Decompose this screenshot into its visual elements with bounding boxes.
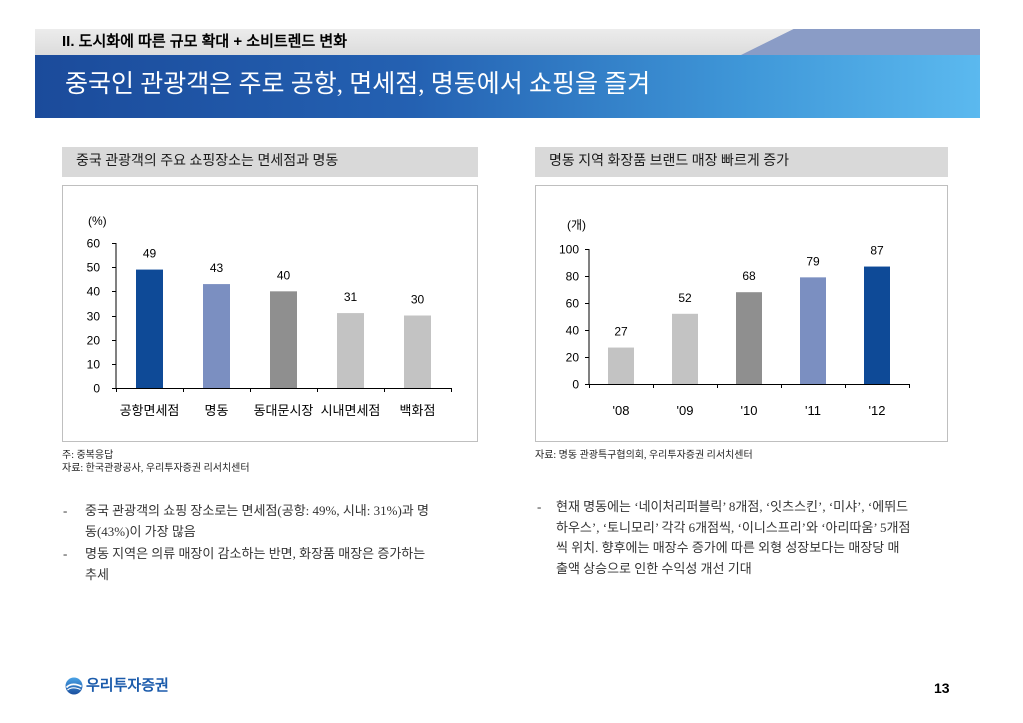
- bar: [736, 292, 762, 384]
- y-axis-unit-label: (개): [567, 218, 586, 232]
- bullet-marker: -: [63, 503, 68, 518]
- y-tick-label: 0: [572, 378, 579, 392]
- y-axis-unit-label: (%): [88, 214, 107, 228]
- y-tick-label: 10: [87, 358, 101, 372]
- y-tick-label: 20: [566, 351, 580, 365]
- bullet-line: 현재 명동에는 ‘네이처리퍼블릭’ 8개점, ‘잇츠스킨’, ‘미샤’, ‘에뛰…: [556, 499, 909, 514]
- bar: [864, 266, 890, 384]
- note-line: 주: 중복응답: [62, 450, 114, 461]
- bullet-item: - 중국 관광객의 쇼핑 장소로는 면세점(공항: 49%, 시내: 31%)과…: [63, 500, 483, 542]
- bar-value-label: 43: [210, 261, 224, 275]
- x-category-label: '09: [677, 403, 694, 418]
- bullet-line: 하우스’, ‘토니모리’ 각각 6개점씩, ‘이니스프리’와 ‘아리따움’ 5개…: [556, 519, 911, 535]
- right-chart-title: 명동 지역 화장품 브랜드 매장 빠르게 증가: [535, 147, 948, 177]
- bullet-line: 명동 지역은 의류 매장이 감소하는 반면, 화장품 매장은 증가하는: [85, 546, 426, 561]
- bar: [203, 284, 230, 388]
- x-category-label: 명동: [205, 403, 229, 418]
- y-tick-label: 60: [566, 297, 580, 311]
- logo-wordmark: 우리투자증권: [86, 677, 169, 694]
- x-category-label: 공항면세점: [120, 403, 180, 418]
- y-tick-label: 30: [87, 310, 101, 324]
- bar: [270, 291, 297, 388]
- bullet-line: 씩 위치. 향후에는 매장수 증가에 따른 외형 성장보다는 매장당 매: [556, 540, 900, 555]
- x-category-label: 시내면세점: [321, 403, 381, 418]
- bar: [800, 277, 826, 384]
- x-category-label: '12: [869, 403, 886, 418]
- bar-value-label: 27: [614, 325, 628, 339]
- y-tick-label: 0: [93, 382, 100, 396]
- bar: [136, 269, 163, 388]
- section-title: II. 도시화에 따른 규모 확대 + 소비트렌드 변화: [62, 33, 348, 50]
- right-chart-notes: 자료: 명동 관광특구협의회, 우리투자증권 리서치센터: [535, 449, 753, 462]
- x-category-label: '08: [613, 403, 630, 418]
- bar: [672, 313, 698, 384]
- bar-value-label: 30: [411, 293, 425, 307]
- bullet-line: 출액 상승으로 인한 수익성 개선 기대: [556, 560, 752, 576]
- page-number: 13: [934, 680, 950, 696]
- right-bullet-list: - 현재 명동에는 ‘네이처리퍼블릭’ 8개점, ‘잇츠스킨’, ‘미샤’, ‘…: [537, 497, 967, 579]
- x-category-label: '10: [741, 403, 758, 418]
- x-category-label: '11: [805, 403, 821, 418]
- bullet-line: 동(43%)이 가장 많음: [85, 524, 196, 539]
- y-tick-label: 100: [559, 243, 579, 257]
- x-category-label: 백화점: [400, 403, 436, 418]
- bar: [404, 315, 431, 388]
- page-title: 중국인 관광객은 주로 공항, 면세점, 명동에서 쇼핑을 즐겨: [65, 71, 651, 98]
- bullet-marker: -: [63, 546, 68, 561]
- left-chart-box: (%) 0 10 20 30 40 50 60 49 공항면세점 43 명동 40 동대문시장 31 시내면세…: [62, 185, 478, 442]
- bar-value-label: 52: [678, 291, 692, 305]
- bullet-item: - 현재 명동에는 ‘네이처리퍼블릭’ 8개점, ‘잇츠스킨’, ‘미샤’, ‘…: [537, 497, 967, 579]
- bullet-marker: -: [537, 499, 542, 514]
- x-category-label: 동대문시장: [254, 403, 314, 418]
- source-line: 자료: 명동 관광특구협의회, 우리투자증권 리서치센터: [535, 450, 753, 461]
- bullet-item: - 명동 지역은 의류 매장이 감소하는 반면, 화장품 매장은 증가하는 추세: [63, 543, 483, 585]
- y-tick-label: 60: [87, 237, 101, 251]
- bar-value-label: 68: [742, 269, 756, 283]
- y-tick-label: 80: [566, 270, 580, 284]
- bar-value-label: 79: [806, 254, 820, 268]
- source-line: 자료: 한국관광공사, 우리투자증권 리서치센터: [62, 463, 250, 474]
- logo-icon: [65, 677, 83, 695]
- bar-value-label: 40: [277, 268, 291, 282]
- y-tick-label: 40: [566, 324, 580, 338]
- right-chart-box: (개) 0 20 40 60 80 100 27 '08 52 '09 68 '10 79 '11 87 '12: [535, 185, 948, 442]
- left-chart-title: 중국 관광객의 주요 쇼핑장소는 면세점과 명동: [62, 147, 478, 177]
- bullet-line: 추세: [85, 567, 109, 582]
- cosmetics-stores-bar-chart: (개) 0 20 40 60 80 100 27 '08 52 '09 68 '10 79 '11 87 '12: [559, 218, 910, 418]
- y-tick-label: 20: [87, 334, 101, 348]
- bar-value-label: 31: [344, 290, 358, 304]
- y-tick-label: 40: [87, 285, 101, 299]
- left-chart-notes: 주: 중복응답 자료: 한국관광공사, 우리투자증권 리서치센터: [62, 449, 250, 475]
- left-bullet-list: - 중국 관광객의 쇼핑 장소로는 면세점(공항: 49%, 시내: 31%)과…: [63, 500, 483, 586]
- shopping-places-bar-chart: (%) 0 10 20 30 40 50 60 49 공항면세점 43 명동 40 동대문시장 31 시내면세…: [87, 214, 452, 418]
- title-banner: 중국인 관광객은 주로 공항, 면세점, 명동에서 쇼핑을 즐겨: [35, 55, 980, 118]
- y-tick-label: 50: [87, 261, 101, 275]
- bar-value-label: 49: [143, 247, 157, 261]
- bar: [608, 347, 634, 384]
- company-logo: 우리투자증권: [65, 676, 169, 696]
- bullet-line: 중국 관광객의 쇼핑 장소로는 면세점(공항: 49%, 시내: 31%)과 명: [85, 503, 429, 518]
- bar-value-label: 87: [870, 244, 884, 258]
- bar: [337, 313, 364, 388]
